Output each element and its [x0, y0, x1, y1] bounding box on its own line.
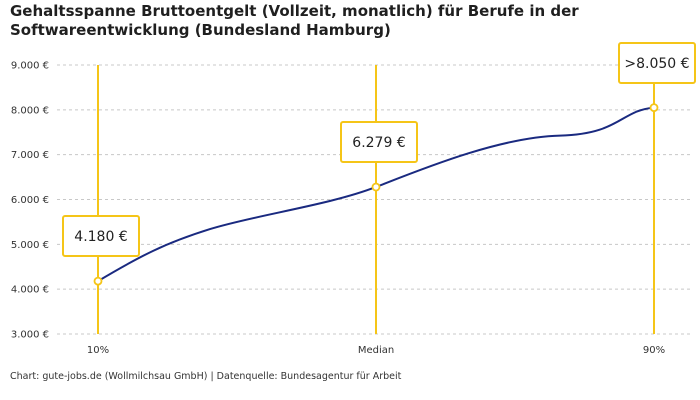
data-point — [649, 103, 659, 112]
chart-source-footer: Chart: gute-jobs.de (Wollmilchsau GmbH) … — [10, 371, 402, 382]
value-callout-box — [62, 215, 140, 257]
y-tick-label: 6.000 € — [11, 195, 49, 206]
data-point — [371, 182, 381, 192]
x-tick-label: 10% — [87, 345, 109, 356]
y-tick-label: 8.000 € — [11, 105, 49, 116]
data-point — [93, 276, 103, 286]
value-callout-box — [618, 42, 696, 84]
y-tick-label: 5.000 € — [11, 240, 49, 251]
value-callout-box — [340, 121, 418, 163]
chart-title: Gehaltsspanne Bruttoentgelt (Vollzeit, m… — [10, 2, 579, 39]
y-tick-label: 7.000 € — [11, 150, 49, 161]
value-callout-label: 4.180 € — [74, 229, 127, 245]
x-tick-label: Median — [358, 345, 394, 356]
y-tick-label: 3.000 € — [11, 330, 49, 341]
value-callout-label: >8.050 € — [624, 56, 689, 72]
y-tick-label: 9.000 € — [11, 61, 49, 72]
value-callout-label: 6.279 € — [352, 135, 405, 151]
y-tick-label: 4.000 € — [11, 285, 49, 296]
x-tick-label: 90% — [643, 345, 665, 356]
